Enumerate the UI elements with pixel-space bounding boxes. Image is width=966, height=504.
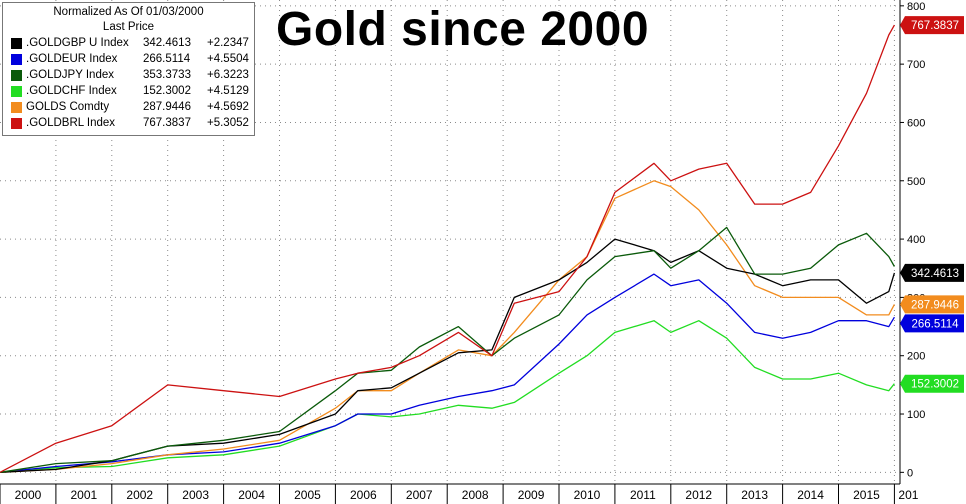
legend-label: .GOLDGBP U Index [26,37,129,49]
y-tick-label: 100 [907,409,925,421]
legend-change: +4.5692 [207,101,249,113]
y-tick-label: 700 [907,59,925,71]
y-tick-label: 600 [907,117,925,129]
legend-header-last-price: Last Price [102,21,155,33]
legend-last-price: 353.3733 [143,69,191,81]
value-label-text: 152.3002 [911,379,959,391]
legend-swatch [11,38,22,49]
value-label: 152.3002 [900,374,964,393]
x-tick-label: 201 [898,488,918,502]
legend-header-normalized: Normalized As Of 01/03/2000 [53,6,204,18]
y-tick-label: 800 [907,1,925,13]
series-line [0,226,895,473]
x-tick-label: 2012 [685,488,712,502]
legend-change: +4.5504 [207,53,249,65]
legend-change: +5.3052 [207,117,249,129]
value-label-box [900,16,964,35]
legend-item-golds: GOLDS Comdty 287.9446 +4.5692 [3,99,254,115]
x-tick-label: 2014 [797,488,824,502]
value-label: 287.9446 [900,295,964,314]
legend-item-goldbrl: .GOLDBRL Index 767.3837 +5.3052 [3,115,254,131]
x-tick-label: 2004 [238,488,265,502]
series-line [0,24,895,473]
legend-last-price: 767.3837 [143,117,191,129]
y-tick-label: 0 [907,467,913,479]
value-label-text: 342.4613 [911,268,959,280]
x-tick-label: 2011 [630,488,656,502]
x-tick-label: 2006 [350,488,377,502]
legend-swatch [11,102,22,113]
legend: Normalized As Of 01/03/2000 Last Price .… [2,2,255,136]
legend-item-goldeur: .GOLDEUR Index 266.5114 +4.5504 [3,51,254,67]
value-label-box [900,374,964,393]
legend-change: +2.2347 [207,37,249,49]
legend-item-goldjpy: .GOLDJPY Index 353.3733 +6.3223 [3,67,254,83]
y-tick-label: 400 [907,234,925,246]
legend-last-price: 266.5114 [143,53,191,65]
legend-swatch [11,54,22,65]
series-line [0,238,896,473]
legend-last-price: 152.3002 [143,85,191,97]
legend-label: .GOLDEUR Index [26,53,118,65]
value-label-text: 287.9446 [911,299,959,311]
x-tick-label: 2001 [70,488,97,502]
value-label: 266.5114 [900,314,964,333]
chart-title: Gold since 2000 [276,3,650,56]
x-tick-label: 2002 [126,488,153,502]
legend-change: +4.5129 [207,85,249,97]
legend-item-goldgbp: .GOLDGBP U Index 342.4613 +2.2347 [3,35,254,51]
x-tick-label: 2003 [182,488,209,502]
legend-label: GOLDS Comdty [26,101,110,113]
x-tick-label: 2015 [853,488,880,502]
value-label: 342.4613 [900,263,964,282]
legend-item-goldchf: .GOLDCHF Index 152.3002 +4.5129 [3,83,254,99]
legend-label: .GOLDCHF Index [26,85,117,97]
legend-last-price: 342.4613 [143,37,191,49]
x-tick-label: 2007 [406,488,433,502]
legend-change: +6.3223 [207,69,249,81]
series-line [0,180,895,473]
legend-swatch [11,118,22,129]
x-tick-label: 2005 [294,488,321,502]
legend-swatch [11,86,22,97]
value-label-text: 767.3837 [911,20,959,32]
value-labels: 767.3837 342.4613 287.9446 266.5114 152.3002 [900,16,964,393]
x-tick-label: 2000 [15,488,42,502]
x-tick-label: 2009 [518,488,545,502]
legend-swatch [11,70,22,81]
y-tick-label: 200 [907,351,925,363]
value-label-text: 266.5114 [911,318,959,330]
series-line [0,273,895,473]
x-tick-label: 2010 [574,488,601,502]
x-tick-label: 2008 [462,488,489,502]
series-line [0,320,895,473]
series-lines [0,24,896,473]
legend-label: .GOLDJPY Index [26,69,114,81]
x-tick-label: 2013 [741,488,768,502]
y-tick-label: 500 [907,176,925,188]
legend-last-price: 287.9446 [143,101,191,113]
legend-label: .GOLDBRL Index [26,117,116,129]
value-label: 767.3837 [900,16,964,35]
value-label-box [900,295,964,314]
value-label-box [900,263,964,282]
value-label-box [900,314,964,333]
